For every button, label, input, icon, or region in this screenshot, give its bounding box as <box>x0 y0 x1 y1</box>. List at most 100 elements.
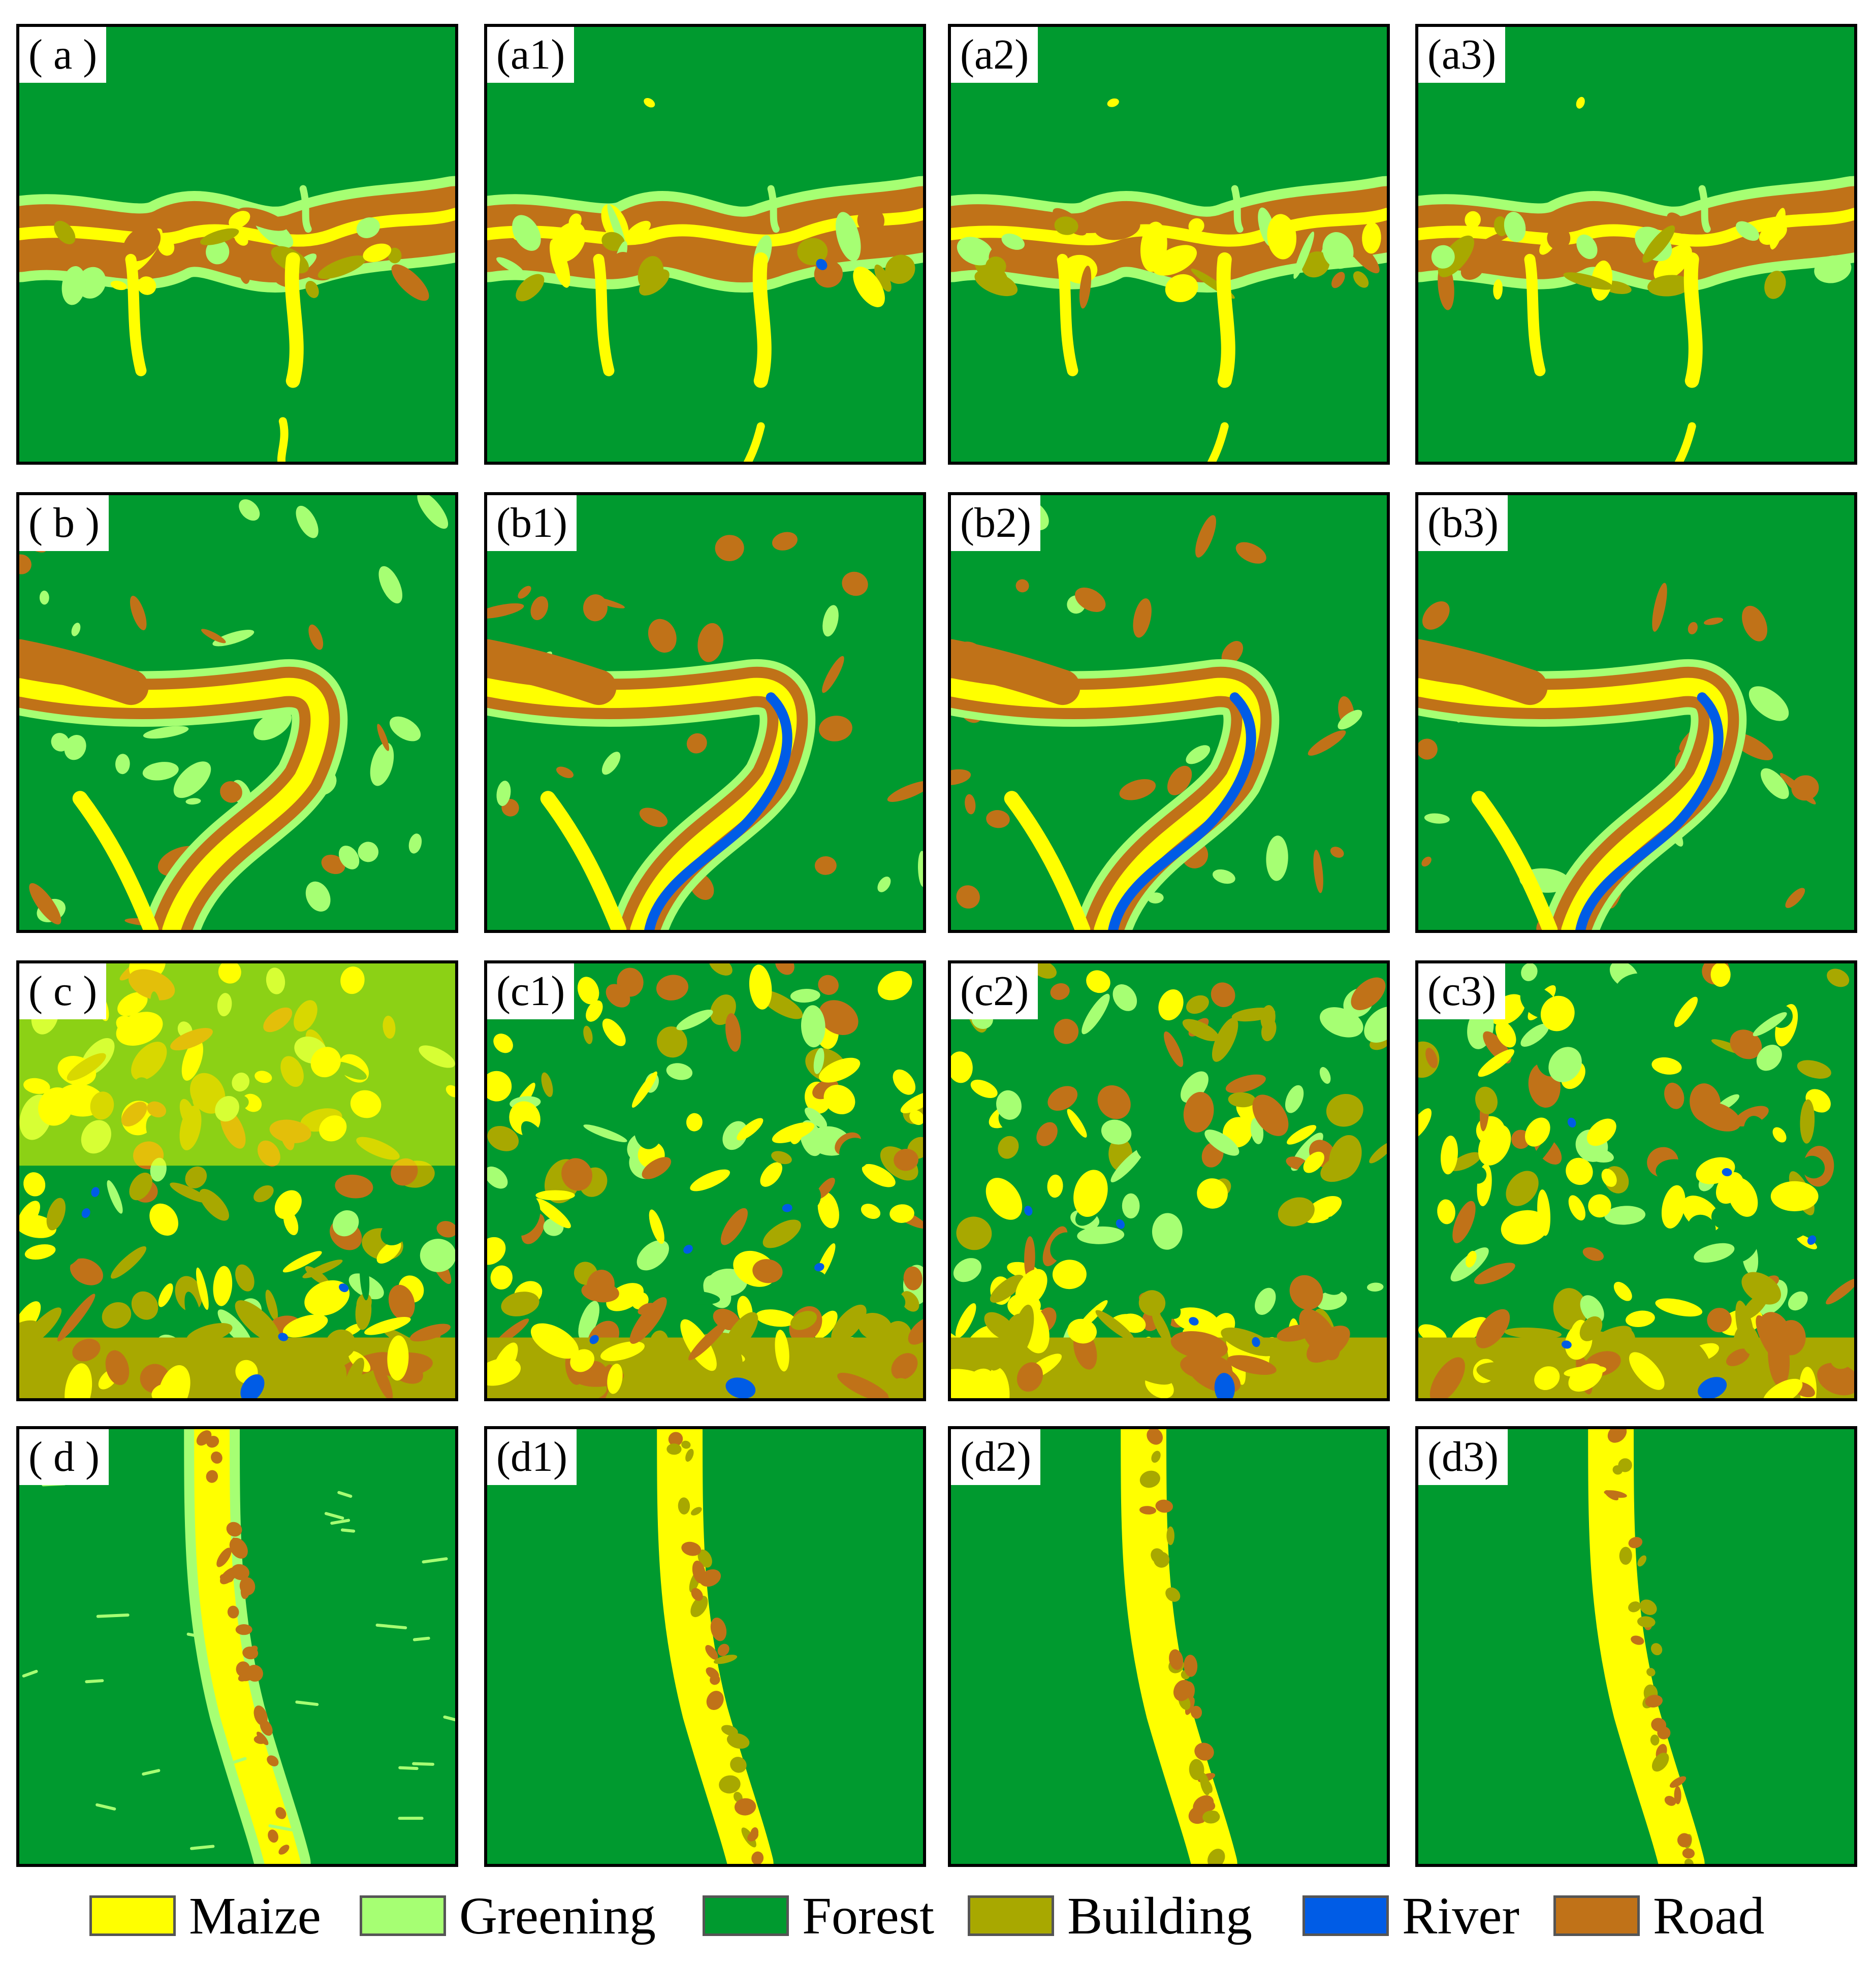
land-cover-patch <box>1601 1169 1617 1187</box>
land-cover-patch <box>1769 208 1786 250</box>
land-cover-patch <box>487 1237 506 1265</box>
river-line <box>644 692 792 930</box>
land-cover-patch <box>363 243 392 263</box>
land-cover-patch <box>530 1323 579 1359</box>
land-cover-patch <box>1800 1099 1815 1144</box>
land-cover-patch <box>376 1240 401 1264</box>
map-panel-c3: (c3) <box>1415 960 1857 1401</box>
land-cover-patch <box>1681 1340 1713 1386</box>
land-cover-patch <box>814 1310 838 1339</box>
legend-swatch <box>968 1895 1054 1936</box>
land-cover-patch <box>274 1190 302 1219</box>
land-cover-patch <box>253 1185 274 1203</box>
land-cover-patch <box>1524 1117 1550 1147</box>
land-cover-patch <box>685 1448 694 1462</box>
land-cover-patch <box>818 716 852 741</box>
river-patch <box>1252 1337 1260 1347</box>
land-cover-patch <box>697 623 724 662</box>
land-cover-patch <box>235 1264 255 1292</box>
land-cover-patch <box>900 1291 919 1312</box>
land-cover-patch <box>752 1259 783 1283</box>
land-cover-patch <box>1776 1320 1806 1356</box>
land-cover-patch <box>1369 1141 1387 1164</box>
greening-patch <box>190 1845 215 1850</box>
land-cover-patch <box>1661 1185 1686 1229</box>
land-cover-patch <box>725 1013 741 1052</box>
greening-patch <box>767 185 780 233</box>
land-cover-patch <box>823 1084 855 1115</box>
land-cover-patch <box>1629 1352 1665 1390</box>
land-cover-patch <box>1001 233 1025 250</box>
land-cover-patch <box>196 1430 212 1446</box>
land-cover-patch <box>335 1174 373 1199</box>
land-cover-patch <box>1449 1152 1481 1171</box>
classification-map <box>1418 1429 1854 1864</box>
land-cover-patch <box>734 1798 756 1816</box>
land-cover-patch <box>1013 1304 1034 1356</box>
land-cover-patch <box>1827 969 1850 987</box>
land-cover-patch <box>332 1210 359 1237</box>
land-cover-patch <box>877 877 891 892</box>
land-cover-patch <box>490 1265 513 1290</box>
land-cover-patch <box>216 1547 232 1567</box>
land-cover-patch <box>389 716 421 741</box>
legend-label: Building <box>1067 1887 1253 1945</box>
land-cover-patch <box>1182 1019 1219 1042</box>
land-cover-patch <box>648 619 677 653</box>
land-cover-patch <box>908 1317 923 1345</box>
land-cover-patch <box>831 1304 867 1343</box>
land-cover-patch <box>436 1221 455 1238</box>
land-cover-patch <box>1351 977 1386 1010</box>
land-cover-patch <box>530 596 549 621</box>
land-cover-patch <box>1711 1206 1736 1230</box>
classification-map <box>19 963 455 1398</box>
classification-map <box>1418 963 1854 1398</box>
land-cover-patch <box>217 1309 252 1347</box>
land-cover-patch <box>334 1364 347 1398</box>
river-patch <box>1698 1377 1727 1398</box>
land-cover-patch <box>1787 1215 1826 1242</box>
land-cover-patch <box>1418 1108 1432 1139</box>
land-cover-patch <box>1788 1291 1808 1311</box>
land-cover-patch <box>1348 1348 1376 1373</box>
land-cover-patch <box>990 1274 1024 1303</box>
land-cover-patch <box>1431 245 1455 269</box>
land-cover-patch <box>388 247 402 264</box>
land-cover-patch <box>1506 1171 1539 1206</box>
land-cover-patch <box>813 1048 824 1074</box>
land-cover-patch <box>583 594 608 622</box>
legend-swatch <box>703 1895 789 1936</box>
classification-map <box>487 963 923 1398</box>
land-cover-patch <box>568 213 582 229</box>
land-cover-patch <box>55 1228 88 1268</box>
land-cover-patch <box>364 1317 411 1335</box>
maize-patch <box>1057 253 1078 376</box>
land-cover-patch <box>308 624 324 650</box>
land-cover-patch <box>1080 1191 1100 1203</box>
land-cover-patch <box>1267 214 1297 260</box>
panel-label: (c2) <box>951 963 1038 1019</box>
land-cover-patch <box>265 1289 278 1320</box>
land-cover-patch <box>715 535 744 561</box>
classification-map <box>19 495 455 930</box>
map-panel-d2: (d2) <box>948 1426 1390 1867</box>
land-cover-patch <box>688 1320 728 1361</box>
land-cover-patch <box>775 1330 789 1372</box>
land-cover-patch <box>242 1647 259 1660</box>
land-cover-patch <box>549 239 570 288</box>
land-cover-patch <box>730 1757 747 1773</box>
land-cover-patch <box>219 1573 234 1583</box>
land-cover-patch <box>1366 1282 1384 1292</box>
land-cover-patch <box>206 1470 218 1483</box>
land-cover-patch <box>1466 1250 1477 1268</box>
land-cover-patch <box>735 1012 765 1057</box>
land-cover-patch <box>1743 1116 1769 1154</box>
land-cover-patch <box>1303 1151 1324 1173</box>
land-cover-patch <box>504 1193 540 1236</box>
land-cover-patch <box>516 274 545 302</box>
land-cover-patch <box>1651 1718 1667 1732</box>
land-cover-patch <box>1547 226 1571 250</box>
land-cover-patch <box>122 225 161 262</box>
land-cover-patch <box>805 1107 828 1128</box>
maize-patch <box>487 678 797 930</box>
